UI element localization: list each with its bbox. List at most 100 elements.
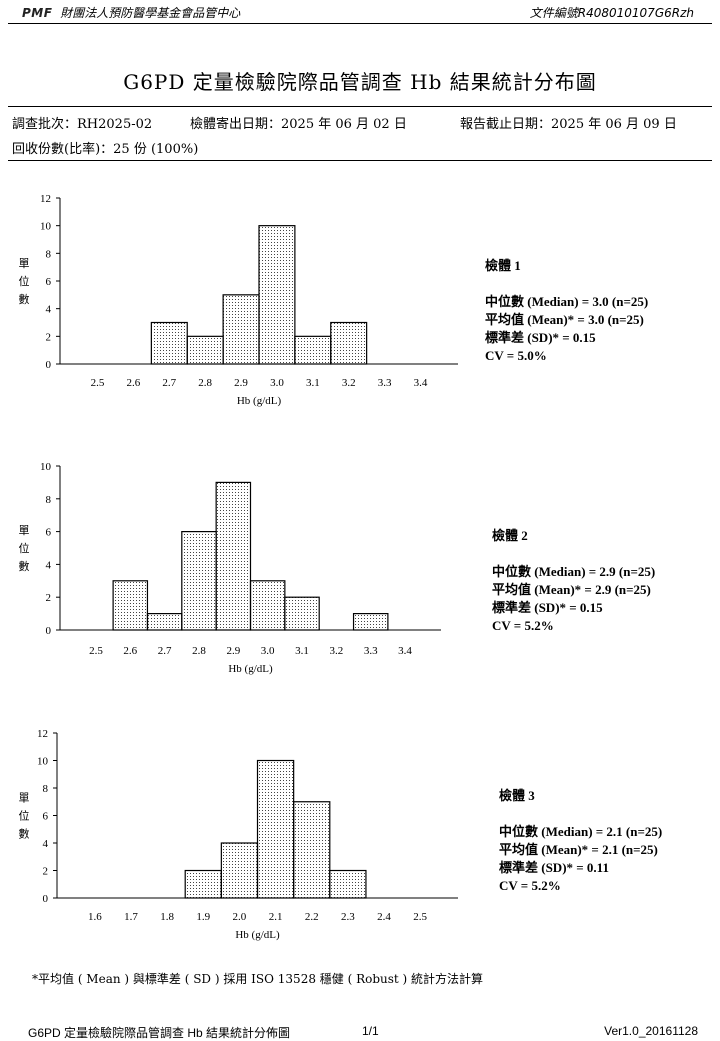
histogram-bar [150, 321, 188, 365]
return-count: 回收份數(比率)：25 份 (100%) [12, 142, 199, 157]
x-tick-label: 2.8 [198, 377, 212, 389]
y-tick-label: 2 [46, 592, 52, 604]
histogram-bar [184, 869, 222, 899]
info-bottom-divider [8, 160, 712, 161]
sd-value: 標準差 (SD)* = 0.11 [499, 860, 609, 875]
statistics-method-note: *平均值 ( Mean ) 與標準差 ( SD ) 採用 ISO 13528 穩… [32, 972, 484, 986]
page-number: 1/1 [362, 1024, 379, 1038]
y-tick-label: 0 [46, 625, 52, 637]
histogram-sample-3: 0 2 4 6 8 10 12 單位數 1.6 1.7 1.8 1.9 2.0 2.1 2.2 2.3 2.4 2… [19, 728, 663, 941]
y-tick-label: 4 [46, 304, 52, 316]
x-axis-label: Hb (g/dL) [237, 395, 282, 407]
x-tick-label: 3.1 [295, 645, 309, 657]
y-tick-label: 0 [43, 893, 49, 905]
x-tick-label: 1.8 [160, 911, 174, 923]
sample-title: 檢體 3 [499, 788, 535, 803]
document-number: 文件編號R408010107G6Rzh [529, 6, 694, 20]
histogram-bar [220, 842, 259, 899]
y-tick-label: 0 [46, 359, 52, 371]
y-axis-label-char: 單 [19, 524, 30, 537]
survey-batch: 調查批次：RH2025-02 [12, 117, 153, 132]
x-tick-label: 2.0 [233, 911, 247, 923]
histogram-bar [222, 294, 260, 365]
x-tick-label: 3.4 [414, 377, 428, 389]
organization-logo: PMF [22, 6, 53, 20]
sd-value: 標準差 (SD)* = 0.15 [485, 330, 596, 345]
histogram-bar [352, 613, 389, 631]
histogram-bar [256, 759, 295, 899]
y-axis-label-char: 位 [19, 541, 30, 555]
y-tick-label: 4 [43, 838, 49, 850]
x-axis-label: Hb (g/dL) [228, 663, 273, 675]
info-top-divider [8, 106, 712, 107]
y-tick-label: 8 [46, 248, 52, 260]
y-axis-label-char: 單 [19, 792, 30, 805]
y-tick-label: 12 [40, 193, 51, 205]
x-tick-label: 2.9 [234, 377, 248, 389]
cv-value: CV = 5.2% [492, 618, 554, 633]
y-tick-label: 12 [37, 728, 48, 740]
y-tick-label: 2 [43, 866, 49, 878]
y-axis-label-char: 數 [19, 560, 30, 573]
x-tick-label: 3.0 [261, 645, 275, 657]
histogram-bar [294, 335, 332, 365]
x-tick-label: 3.0 [270, 377, 284, 389]
x-tick-label: 2.2 [305, 911, 319, 923]
x-tick-label: 2.1 [269, 911, 283, 923]
x-tick-label: 3.3 [364, 645, 378, 657]
y-axis-label-char: 數 [19, 828, 30, 841]
x-tick-label: 2.6 [123, 645, 137, 657]
mean-value: 平均值 (Mean)* = 2.9 (n=25) [492, 582, 651, 597]
y-tick-label: 6 [46, 276, 52, 288]
histogram-bar [186, 335, 224, 365]
y-tick-label: 8 [46, 494, 52, 506]
y-tick-label: 6 [46, 527, 52, 539]
report-deadline: 報告截止日期：2025 年 06 月 09 日 [460, 117, 677, 132]
footer-version: Ver1.0_20161128 [604, 1024, 698, 1038]
x-tick-label: 1.9 [196, 911, 210, 923]
y-axis-label-char: 位 [19, 274, 30, 288]
mean-value: 平均值 (Mean)* = 3.0 (n=25) [485, 312, 644, 327]
x-tick-label: 3.2 [329, 645, 343, 657]
x-tick-label: 2.5 [413, 911, 427, 923]
histogram-bar [258, 225, 296, 365]
x-tick-label: 2.7 [162, 377, 176, 389]
x-tick-label: 3.4 [398, 645, 412, 657]
x-tick-label: 3.2 [342, 377, 356, 389]
median-value: 中位數 (Median) = 2.9 (n=25) [492, 564, 655, 579]
cv-value: CV = 5.2% [499, 878, 561, 893]
histogram-bar [293, 801, 331, 899]
y-axis-label-char: 數 [19, 293, 30, 306]
header-divider [8, 23, 712, 24]
y-axis-label-char: 位 [19, 809, 30, 823]
histogram-bar [284, 596, 320, 631]
page-title: G6PD 定量檢驗院際品管調查 Hb 結果統計分布圖 [123, 70, 597, 94]
x-tick-label: 2.7 [158, 645, 172, 657]
x-tick-label: 3.1 [306, 377, 320, 389]
mean-value: 平均值 (Mean)* = 2.1 (n=25) [499, 842, 658, 857]
organization-header: PMF 財團法人預防醫學基金會品管中心 [22, 4, 240, 21]
histogram-bar [330, 321, 368, 365]
y-tick-label: 6 [43, 811, 49, 823]
histogram-bar [249, 580, 286, 631]
x-tick-label: 2.6 [127, 377, 141, 389]
y-tick-label: 10 [40, 221, 52, 233]
x-tick-label: 1.7 [124, 911, 138, 923]
x-tick-label: 3.3 [378, 377, 392, 389]
x-tick-label: 2.5 [91, 377, 105, 389]
histogram-bar [112, 580, 149, 631]
x-tick-label: 2.9 [226, 645, 240, 657]
x-axis-label: Hb (g/dL) [235, 929, 280, 941]
y-axis-label-char: 單 [19, 257, 30, 270]
x-tick-label: 2.5 [89, 645, 103, 657]
sample-sent-date: 檢體寄出日期：2025 年 06 月 02 日 [190, 117, 407, 132]
footer-title: G6PD 定量檢驗院際品管調查 Hb 結果統計分佈圖 [28, 1026, 291, 1040]
x-tick-label: 2.4 [377, 911, 391, 923]
median-value: 中位數 (Median) = 2.1 (n=25) [499, 824, 662, 839]
y-tick-label: 2 [46, 331, 52, 343]
median-value: 中位數 (Median) = 3.0 (n=25) [485, 294, 648, 309]
x-tick-label: 2.8 [192, 645, 206, 657]
y-tick-label: 8 [43, 783, 49, 795]
sd-value: 標準差 (SD)* = 0.15 [492, 600, 603, 615]
y-tick-label: 4 [46, 559, 52, 571]
